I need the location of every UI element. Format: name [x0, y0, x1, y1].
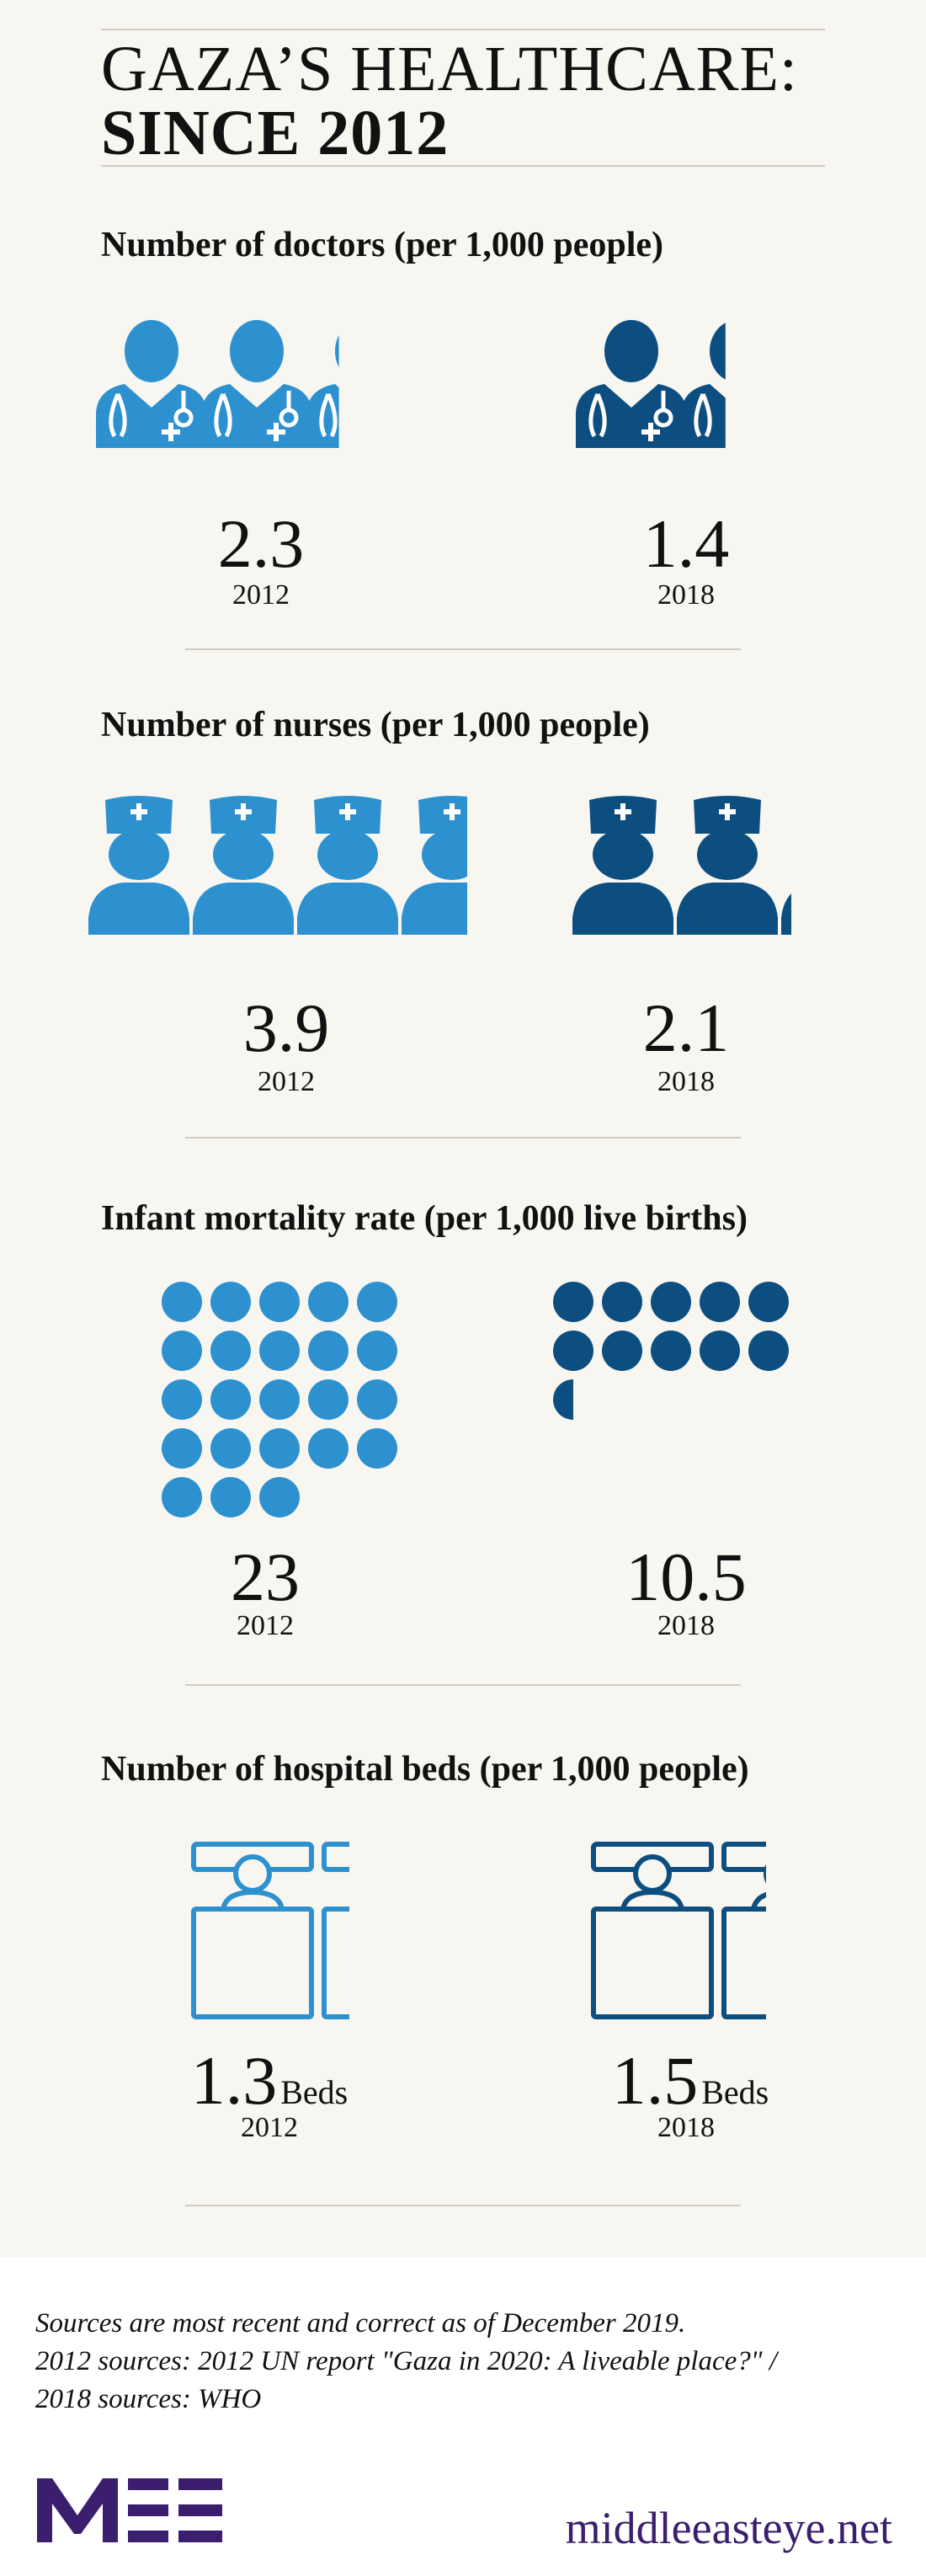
dot-icon [357, 1379, 397, 1420]
dot-icon [357, 1282, 397, 1322]
page-subtitle: SINCE 2012 [101, 98, 450, 168]
dot-icon [651, 1282, 691, 1322]
dot-icon [259, 1379, 300, 1420]
page-title: GAZA’S HEALTHCARE: [101, 34, 798, 104]
beds-2012-unit: Beds [280, 2073, 349, 2111]
doctors-2018-value: 1.4 [642, 505, 730, 582]
doctors-heading: Number of doctors (per 1,000 people) [101, 226, 664, 264]
section-divider [185, 2205, 741, 2206]
source-note-date: Sources are most recent and correct as o… [35, 2308, 686, 2339]
beds-2012-pictogram [191, 1842, 349, 2019]
dot-icon [553, 1282, 593, 1322]
dot-icon [259, 1331, 300, 1371]
mee-logo [37, 2478, 222, 2542]
doctor-icon [96, 320, 207, 448]
dot-icon [162, 1379, 202, 1420]
nurse-icon [572, 796, 673, 935]
section-divider [185, 1684, 741, 1686]
beds-2018-number: 1.5 [611, 2042, 699, 2119]
dot-icon [162, 1428, 202, 1469]
doctors-2012-pictogram [96, 320, 339, 448]
dot-icon [259, 1477, 300, 1517]
dot-icon [748, 1282, 789, 1322]
infant-mortality-2018-value: 10.5 [625, 1539, 747, 1615]
infant-mortality-2012-pictogram [162, 1282, 397, 1517]
beds-2012-year: 2012 [241, 2112, 298, 2143]
footer [0, 2257, 926, 2576]
infant-mortality-2012-year: 2012 [237, 1610, 294, 1641]
dot-icon [748, 1331, 789, 1371]
nurses-2018-year: 2018 [657, 1066, 715, 1097]
doctors-2012-value: 2.3 [217, 505, 305, 582]
doctor-icon [201, 320, 312, 448]
nurses-2012-value: 3.9 [242, 989, 330, 1066]
dot-icon [259, 1282, 300, 1322]
doctor-icon [681, 323, 726, 448]
nurses-2018-value: 2.1 [642, 989, 730, 1066]
nurse-icon [193, 796, 294, 935]
nurses-2018-pictogram [572, 796, 791, 935]
dot-icon [210, 1428, 251, 1469]
dot-icon [210, 1331, 251, 1371]
source-note-2018: 2018 sources: WHO [35, 2384, 262, 2414]
doctor-icon [306, 334, 339, 448]
doctors-2018-pictogram [576, 320, 726, 448]
top-rule [101, 29, 825, 30]
infant-mortality-2012-value: 23 [231, 1539, 300, 1615]
dot-icon [162, 1331, 202, 1371]
dot-icon [210, 1379, 251, 1420]
nurse-icon [297, 796, 398, 935]
bed-icon [322, 1842, 349, 2019]
dot-icon [308, 1331, 349, 1371]
doctor-icon [576, 320, 687, 448]
beds-2012-number: 1.3 [190, 2042, 278, 2119]
dot-icon [700, 1331, 740, 1371]
section-divider [185, 1137, 741, 1139]
dot-icon [259, 1428, 300, 1469]
dot-icon [210, 1282, 251, 1322]
beds-2018-year: 2018 [657, 2112, 715, 2143]
bed-icon [191, 1842, 314, 2019]
dot-icon [308, 1428, 349, 1469]
nurse-icon [781, 893, 791, 935]
infant-mortality-heading: Infant mortality rate (per 1,000 live bi… [101, 1199, 748, 1238]
dot-icon [162, 1282, 202, 1322]
dot-icon [357, 1331, 397, 1371]
title-rule [101, 165, 825, 167]
section-divider [185, 648, 741, 650]
bed-icon [591, 1842, 714, 2019]
nurse-icon [677, 796, 778, 935]
nurses-heading: Number of nurses (per 1,000 people) [101, 706, 650, 744]
beds-2018-value: 1.5 Beds [539, 2046, 842, 2115]
dot-icon [553, 1331, 593, 1371]
nurses-2012-year: 2012 [258, 1066, 315, 1097]
beds-2018-pictogram [591, 1842, 766, 2019]
beds-2012-value: 1.3 Beds [118, 2046, 421, 2115]
dot-icon [357, 1428, 397, 1469]
infant-mortality-2018-year: 2018 [657, 1610, 715, 1641]
dot-icon [553, 1379, 573, 1420]
dot-icon [700, 1282, 740, 1322]
nurse-icon [402, 796, 467, 935]
dot-icon [210, 1477, 251, 1517]
site-url: middleeasteye.net [565, 2503, 892, 2553]
dot-icon [308, 1379, 349, 1420]
source-note-2012: 2012 sources: 2012 UN report "Gaza in 20… [35, 2346, 778, 2376]
nurses-2012-pictogram [88, 796, 467, 935]
dot-icon [162, 1477, 202, 1517]
doctors-2012-year: 2012 [232, 579, 290, 611]
dot-icon [602, 1282, 642, 1322]
dot-icon [602, 1331, 642, 1371]
dot-icon [308, 1282, 349, 1322]
nurse-icon [88, 796, 189, 935]
beds-2018-unit: Beds [701, 2073, 769, 2111]
dot-icon [651, 1331, 691, 1371]
bed-icon [721, 1842, 766, 2019]
beds-heading: Number of hospital beds (per 1,000 peopl… [101, 1750, 749, 1789]
doctors-2018-year: 2018 [657, 579, 715, 611]
infant-mortality-2018-pictogram [553, 1282, 789, 1420]
